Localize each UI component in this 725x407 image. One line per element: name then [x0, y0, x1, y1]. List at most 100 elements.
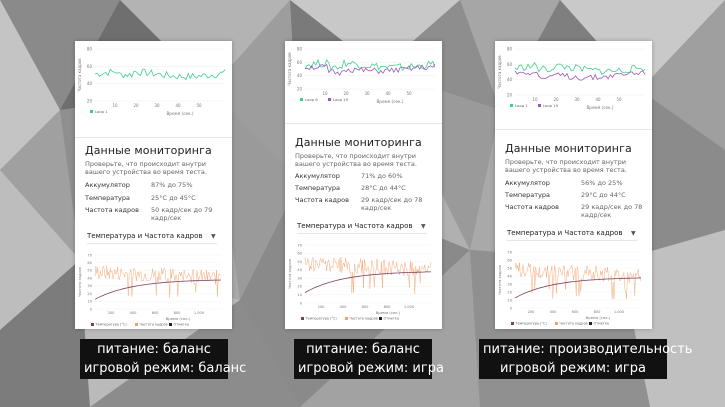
- x-axis-label: Время (сек.): [376, 310, 401, 315]
- x-axis-label: Время (сек.): [586, 105, 613, 110]
- y-tick-label: 70: [297, 243, 302, 247]
- monitoring-panel-3: 80 60 40 20 10 20 30 40 50 Частота кадров Время (с…: [495, 41, 652, 329]
- legend-swatch: [90, 110, 93, 113]
- battery-label: Аккумулятор: [505, 179, 550, 187]
- framerate-value: 29 кадр/сек до 78 кадр/сек: [581, 203, 643, 219]
- x-tick-label: 50: [616, 97, 622, 102]
- temperature-framerate-chart: 70 60 50 40 30 20 10 0 Частота кадров 200 400 600 80…: [498, 250, 642, 326]
- legend-label: Температура (°C): [305, 317, 338, 321]
- series-line-2: [304, 63, 436, 76]
- temperature-value: 29°C до 44°C: [581, 191, 626, 199]
- y-tick-label: 0: [90, 307, 93, 311]
- legend-label: Частота кадров: [140, 323, 168, 327]
- temperature-series: [514, 277, 642, 299]
- caption-3: питание: производительность игровой режи…: [479, 339, 693, 379]
- series-line-1: [94, 68, 226, 81]
- legend-swatch: [300, 98, 303, 101]
- legend-label: Частота кадров: [350, 317, 378, 321]
- chart-select-dropdown[interactable]: Температура и Частота кадров ▼: [297, 222, 427, 230]
- y-tick-label: 0: [510, 306, 513, 310]
- x-tick-label: 40: [595, 97, 601, 102]
- temperature-label: Температура: [295, 184, 340, 192]
- y-tick-label: 10: [507, 298, 512, 302]
- y-tick-label: 40: [87, 276, 92, 280]
- y-axis-label: Частота кадров: [288, 259, 292, 289]
- series-line-2: [514, 70, 646, 81]
- legend-label: Отметка: [384, 317, 399, 321]
- chart-select-dropdown[interactable]: Температура и Частота кадров ▼: [507, 229, 637, 237]
- y-tick-label: 30: [297, 276, 302, 280]
- y-tick-label: 80: [297, 47, 303, 52]
- caption-1: питание: баланс игровой режим: баланс: [80, 339, 246, 379]
- dropdown-underline: [297, 233, 427, 234]
- caption-line-power: питание: баланс: [97, 342, 211, 357]
- y-tick-label: 10: [87, 300, 92, 304]
- y-axis-label: Частота кадров: [78, 267, 82, 297]
- x-tick-label: 800: [174, 311, 182, 315]
- legend-label: Отметка: [594, 322, 609, 326]
- y-tick-label: 60: [87, 64, 93, 69]
- monitoring-panel-2: 80 60 40 20 10 20 30 40 50 Частота кадров Время (с…: [285, 41, 442, 329]
- x-tick-label: 1.000: [404, 305, 415, 309]
- framerate-value: 50 кадр/сек до 79 кадр/сек: [151, 206, 213, 222]
- legend-swatch: [589, 322, 592, 325]
- battery-value: 56% до 25%: [581, 179, 623, 187]
- chart-select-dropdown[interactable]: Температура и Частота кадров ▼: [87, 232, 217, 240]
- x-tick-label: 20: [343, 91, 349, 96]
- y-tick-label: 10: [297, 293, 302, 297]
- legend-label: Отметка: [174, 323, 189, 327]
- y-tick-label: 30: [87, 284, 92, 288]
- x-axis-label: Время (сек.): [376, 99, 403, 104]
- y-tick-label: 40: [297, 268, 302, 272]
- caption-line-power: питание: баланс: [306, 342, 420, 357]
- framerate-chart-top: 80 60 40 20 10 20 30 40 50 Частота кадров Время (с…: [287, 47, 436, 104]
- y-tick-label: 50: [87, 269, 92, 273]
- y-tick-label: 20: [297, 285, 302, 289]
- section-description: Проверьте, что происходит внутри вашего …: [505, 158, 627, 174]
- legend-swatch: [135, 323, 138, 326]
- legend-swatch: [511, 322, 514, 325]
- dropdown-arrow-icon: ▼: [631, 230, 636, 237]
- x-tick-label: 10: [112, 103, 118, 108]
- y-tick-label: 50: [507, 266, 512, 270]
- dropdown-arrow-icon: ▼: [421, 223, 426, 230]
- temperature-label: Температура: [505, 191, 550, 199]
- y-tick-label: 60: [507, 258, 512, 262]
- legend-label: Loop 1: [95, 109, 108, 114]
- legend-label: Loop 6: [305, 97, 318, 102]
- y-tick-label: 20: [297, 87, 303, 92]
- framerate-series: [304, 256, 432, 294]
- temperature-series: [94, 279, 222, 300]
- section-title: Данные мониторинга: [505, 142, 632, 155]
- legend-label: Loop 19: [333, 97, 349, 102]
- x-tick-label: 1.000: [194, 311, 205, 315]
- section-title: Данные мониторинга: [295, 136, 422, 149]
- x-tick-label: 30: [154, 103, 160, 108]
- caption-line-power: питание: производительность: [483, 342, 693, 357]
- x-tick-label: 10: [532, 97, 538, 102]
- y-tick-label: 30: [507, 282, 512, 286]
- y-tick-label: 20: [87, 99, 93, 104]
- legend-label: Частота кадров: [560, 322, 588, 326]
- legend-label: Температура (°C): [95, 323, 128, 327]
- dropdown-label: Температура и Частота кадров: [297, 222, 413, 230]
- framerate-series: [94, 265, 221, 298]
- battery-label: Аккумулятор: [85, 181, 130, 189]
- y-tick-label: 40: [507, 77, 513, 82]
- legend-label: Loop 1: [515, 103, 528, 108]
- y-tick-label: 60: [87, 261, 92, 265]
- x-tick-label: 50: [406, 91, 412, 96]
- temperature-value: 25°C до 45°C: [151, 194, 196, 202]
- x-tick-label: 20: [553, 97, 559, 102]
- y-tick-label: 70: [87, 253, 92, 257]
- x-tick-label: 50: [196, 103, 202, 108]
- legend-swatch: [169, 323, 172, 326]
- battery-label: Аккумулятор: [295, 172, 340, 180]
- legend-swatch: [538, 104, 541, 107]
- y-tick-label: 40: [87, 81, 93, 86]
- framerate-label: Частота кадров: [505, 203, 559, 211]
- dropdown-label: Температура и Частота кадров: [507, 229, 623, 237]
- divider: [495, 129, 652, 130]
- x-tick-label: 600: [572, 310, 580, 314]
- y-tick-label: 60: [297, 60, 303, 65]
